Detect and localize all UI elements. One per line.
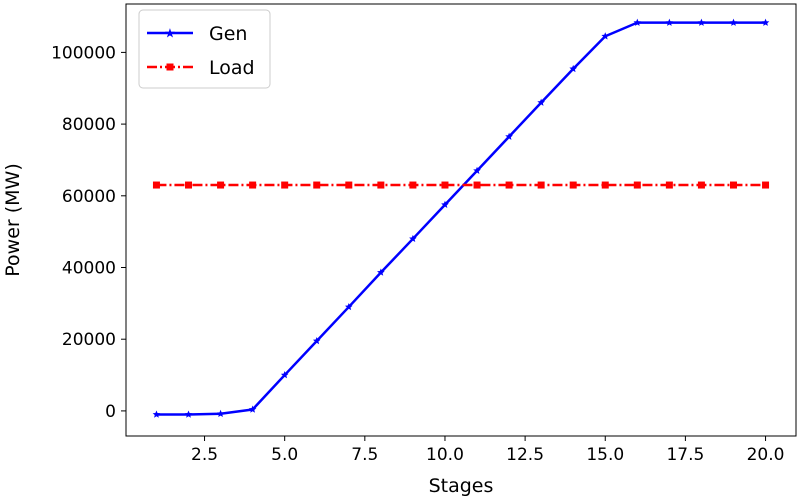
legend-entry-load: Load [147,57,255,79]
x-tick-label: 15.0 [586,445,624,465]
data-point-gen [697,18,706,26]
data-point-gen [537,98,545,106]
x-tick-label: 2.5 [191,445,218,465]
y-tick-label: 60000 [62,187,116,207]
legend-marker-load-square [166,63,174,71]
x-tick-label: 10.0 [426,445,464,465]
data-point-load [249,181,257,189]
data-point-load [345,181,353,189]
x-tick-label: 17.5 [666,445,704,465]
data-point-gen [601,32,610,40]
data-point-load [409,181,417,189]
plot-frame [125,3,797,437]
data-point-gen [409,234,417,243]
data-point-load [441,181,449,189]
x-tick-label: 5.0 [271,445,298,465]
legend: ★ Gen Load [138,9,271,89]
y-tick-label: 80000 [62,115,116,135]
data-point-gen [248,405,257,413]
data-point-load [537,181,545,189]
data-point-gen [761,18,770,26]
data-point-load [762,181,770,189]
y-tick-label: 20000 [62,330,116,350]
data-point-gen [441,200,449,208]
data-point-load [281,181,289,189]
series-layer [152,18,770,418]
x-tick-label: 20.0 [747,445,785,465]
x-tick-label: 12.5 [506,445,544,465]
data-point-load [313,181,321,189]
y-axis-label: Power (MW) [2,163,24,277]
data-point-gen [569,64,578,73]
data-point-load [152,181,160,189]
legend-label-gen: Gen [209,23,247,45]
data-point-gen [377,268,385,276]
y-tick-label: 40000 [62,259,116,279]
data-point-gen [473,166,481,174]
data-point-load [217,181,225,189]
data-point-load [185,181,193,189]
data-point-load [377,181,385,189]
data-point-load [697,181,705,189]
x-axis-label: Stages [429,475,494,497]
data-point-gen [280,371,289,379]
data-point-load [473,181,481,189]
y-tick-label: 100000 [51,43,116,63]
data-point-load [665,181,673,189]
data-point-gen [665,18,674,26]
data-point-gen [633,18,642,26]
plot-area [125,3,797,437]
data-point-gen [729,18,738,26]
legend-entry-gen: ★ Gen [147,23,247,45]
data-point-load [729,181,737,189]
x-axis-ticks: 2.5 5.0 7.5 10.0 12.5 15.0 17.5 20.0 [191,436,784,465]
data-point-load [569,181,577,189]
data-point-gen [184,410,193,418]
series-line-gen [156,21,766,416]
data-point-load [601,181,609,189]
data-point-gen [312,337,321,345]
legend-label-load: Load [209,57,255,79]
data-point-gen [344,302,353,311]
data-point-load [633,181,641,189]
y-tick-label: 0 [105,402,116,422]
data-point-gen [505,132,513,140]
data-point-gen [152,410,161,418]
x-tick-label: 7.5 [351,445,378,465]
data-point-gen [216,409,225,418]
y-axis-ticks: 0 20000 40000 60000 80000 100000 [51,43,126,422]
data-point-load [505,181,513,189]
legend-marker-gen-star: ★ [164,27,176,42]
